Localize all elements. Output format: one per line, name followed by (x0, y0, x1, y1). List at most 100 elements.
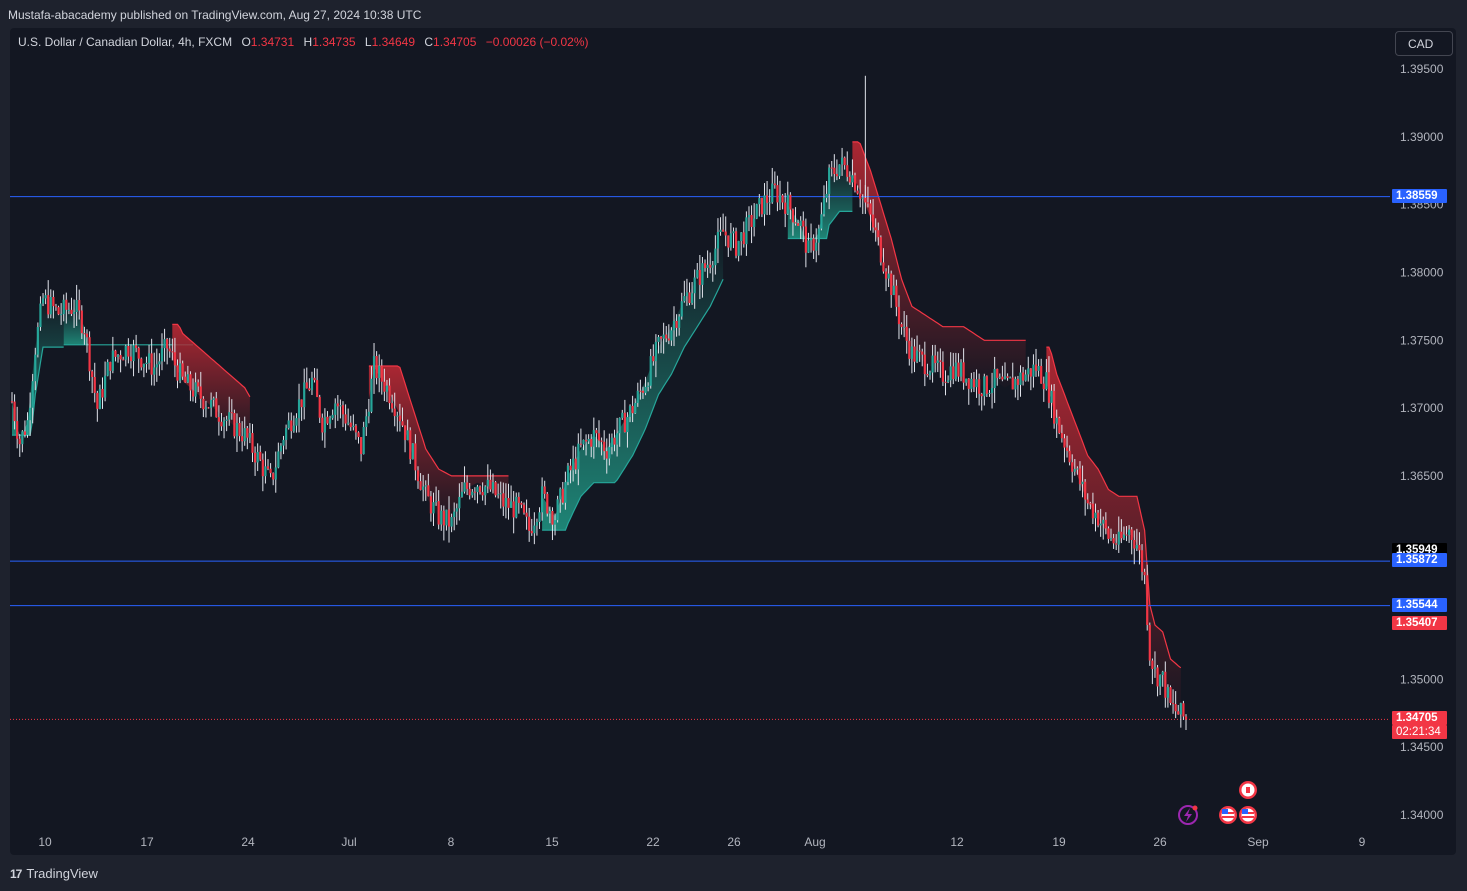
candle-body-52 (145, 362, 148, 365)
candle-189 (499, 481, 502, 509)
candle-body-261 (685, 292, 689, 297)
candle-body-56 (155, 364, 158, 368)
candle-body-206 (543, 486, 546, 494)
candle-180 (476, 484, 479, 504)
candle-body-218 (574, 458, 577, 470)
candle-218 (574, 446, 577, 474)
y-tick-9: 1.34000 (1400, 808, 1444, 822)
candle-253 (665, 326, 668, 343)
candle-body-311 (815, 242, 818, 251)
candle-body-239 (628, 405, 632, 417)
candle-223 (587, 434, 590, 444)
candle-398 (1040, 358, 1043, 384)
candle-body-173 (458, 496, 461, 509)
candle-165 (437, 490, 440, 530)
candle-157 (416, 466, 420, 489)
candle-body-16 (52, 296, 55, 307)
candle-434 (1133, 530, 1136, 565)
candle-body-299 (784, 202, 787, 214)
candle-body-420 (1096, 512, 1100, 526)
candle-70 (191, 378, 195, 402)
candle-230 (605, 438, 608, 474)
chart-frame[interactable] (10, 28, 1456, 855)
candle-body-318 (833, 167, 836, 174)
candle-115 (308, 378, 311, 392)
candle-body-62 (171, 351, 174, 353)
candle-391 (1021, 366, 1025, 386)
tradingview-logo[interactable]: 17 TradingView (10, 866, 98, 881)
candle-body-113 (303, 382, 306, 408)
candle-68 (186, 365, 189, 384)
candle-144 (383, 368, 386, 402)
candle-178 (471, 488, 474, 498)
candle-body-165 (437, 501, 440, 525)
candle-body-163 (432, 502, 435, 514)
candle-264 (693, 269, 696, 309)
candle-body-379 (990, 388, 994, 393)
candle-307 (804, 218, 807, 268)
candle-body-20 (62, 299, 65, 315)
candle-body-115 (308, 388, 311, 391)
candle-body-168 (445, 509, 448, 526)
candle-body-338 (884, 271, 888, 279)
candle-body-387 (1011, 377, 1014, 390)
candle-body-391 (1021, 372, 1025, 381)
y-tick-3: 1.38000 (1400, 265, 1444, 279)
candle-body-18 (57, 307, 60, 315)
candle-409 (1068, 445, 1071, 466)
candle-417 (1089, 501, 1092, 510)
candle-301 (789, 192, 792, 220)
candle-381 (996, 368, 999, 386)
currency-button[interactable]: CAD (1395, 31, 1453, 56)
candle-body-184 (486, 479, 489, 487)
candle-396 (1034, 348, 1038, 377)
candle-body-260 (683, 296, 686, 302)
trend-stop-line-4 (542, 278, 724, 531)
candle-73 (199, 371, 202, 409)
candle-body-347 (908, 340, 911, 359)
candle-300 (786, 181, 789, 215)
high-label: H (303, 35, 313, 49)
candle-145 (385, 379, 389, 402)
candle-body-174 (460, 491, 464, 497)
candle-295 (773, 171, 776, 189)
trend-cloud-0 (12, 299, 64, 436)
candle-body-405 (1058, 417, 1061, 434)
candle-body-172 (455, 508, 458, 512)
candle-body-220 (579, 443, 582, 445)
candle-body-422 (1102, 519, 1105, 524)
candle-body-215 (566, 465, 570, 483)
candle-body-332 (869, 203, 872, 215)
candle-body-59 (163, 339, 166, 349)
candle-318 (833, 154, 836, 183)
candle-body-402 (1050, 390, 1053, 403)
trend-cloud-3 (368, 366, 509, 524)
candle-450 (1174, 691, 1177, 719)
candle-body-94 (253, 452, 257, 463)
candle-body-98 (264, 466, 267, 477)
candle-body-33 (96, 392, 99, 409)
candle-body-414 (1081, 481, 1084, 485)
candle-174 (460, 482, 464, 498)
candle-body-388 (1014, 378, 1017, 390)
candle-body-329 (861, 197, 864, 199)
candle-355 (928, 370, 932, 380)
canada-flag-icon-leaf (1246, 787, 1250, 793)
candle-374 (978, 373, 981, 406)
low-value: 1.34649 (371, 35, 415, 49)
candle-body-366 (957, 362, 960, 377)
candle-body-44 (124, 345, 127, 360)
candle-7 (29, 392, 32, 436)
candle-454 (1184, 714, 1188, 730)
candle-449 (1171, 689, 1175, 714)
candle-359 (939, 348, 942, 378)
candle-body-49 (137, 347, 140, 359)
candle-363 (949, 352, 952, 388)
candle-198 (522, 502, 526, 515)
candle-452 (1179, 702, 1182, 728)
candle-body-406 (1060, 433, 1063, 439)
candle-body-166 (440, 510, 443, 525)
candle-181 (478, 485, 482, 495)
candle-238 (626, 412, 629, 448)
